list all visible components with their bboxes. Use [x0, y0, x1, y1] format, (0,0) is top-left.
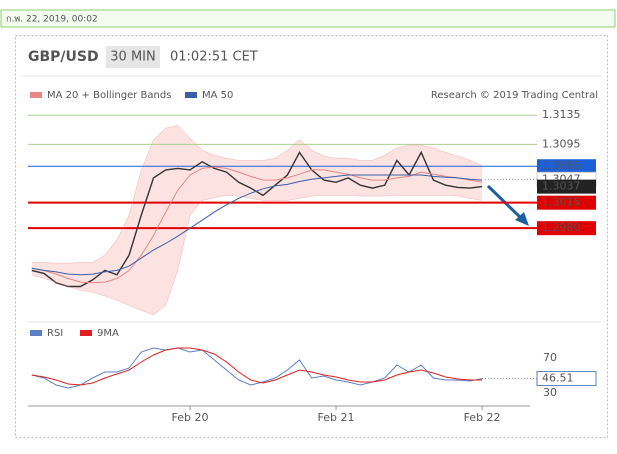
legend-label: MA 20 + Bollinger Bands: [47, 90, 171, 101]
legend-label: MA 50: [202, 90, 233, 101]
rsi-box: [536, 371, 597, 387]
x-tick-label: Feb 21: [318, 411, 355, 424]
legend-swatch: [30, 330, 42, 336]
bollinger-lower: [31, 194, 483, 316]
legend-label: 9MA: [97, 328, 119, 339]
last-price-box: [537, 179, 596, 194]
bollinger-band: [31, 125, 483, 315]
level-label: 1.3095: [542, 137, 581, 150]
x-tick-label: Feb 22: [464, 411, 501, 424]
legend-label: RSI: [47, 328, 63, 339]
symbol: GBP/USD: [28, 49, 99, 65]
level-label: 1.3015: [542, 196, 581, 209]
interval-box: [106, 46, 160, 68]
date: ก.พ. 22, 2019, 00:02: [6, 15, 98, 25]
bollinger-upper: [31, 124, 483, 264]
interval: 30 MIN: [110, 50, 155, 65]
source: Research © 2019 Trading Central: [431, 90, 598, 101]
level-label: 1.2980: [542, 221, 581, 234]
x-tick-label: Feb 20: [172, 411, 209, 424]
level-box: [537, 195, 596, 210]
level-box: [537, 159, 596, 174]
indicator-line: [31, 347, 483, 389]
forecast-arrow-head: [515, 212, 529, 226]
level-label: 1.3065: [542, 159, 581, 172]
rsi-label: 46.51: [542, 372, 574, 385]
date-bar: [0, 9, 616, 28]
indicator-line: [31, 174, 483, 276]
legend-swatch: [30, 92, 42, 98]
last-price-label: 1.3037: [542, 180, 581, 193]
indicator-line: [31, 347, 483, 386]
legend-swatch: [80, 330, 92, 336]
time: 01:02:51 CET: [170, 50, 258, 65]
y-tick-label: 30: [543, 386, 557, 399]
indicator-line: [31, 166, 483, 284]
frame: [15, 35, 608, 438]
y-tick-label: 70: [543, 351, 557, 364]
price-line: [31, 150, 483, 288]
level-box: [537, 221, 596, 236]
legend-swatch: [185, 92, 197, 98]
level-label: 1.3135: [542, 108, 581, 121]
